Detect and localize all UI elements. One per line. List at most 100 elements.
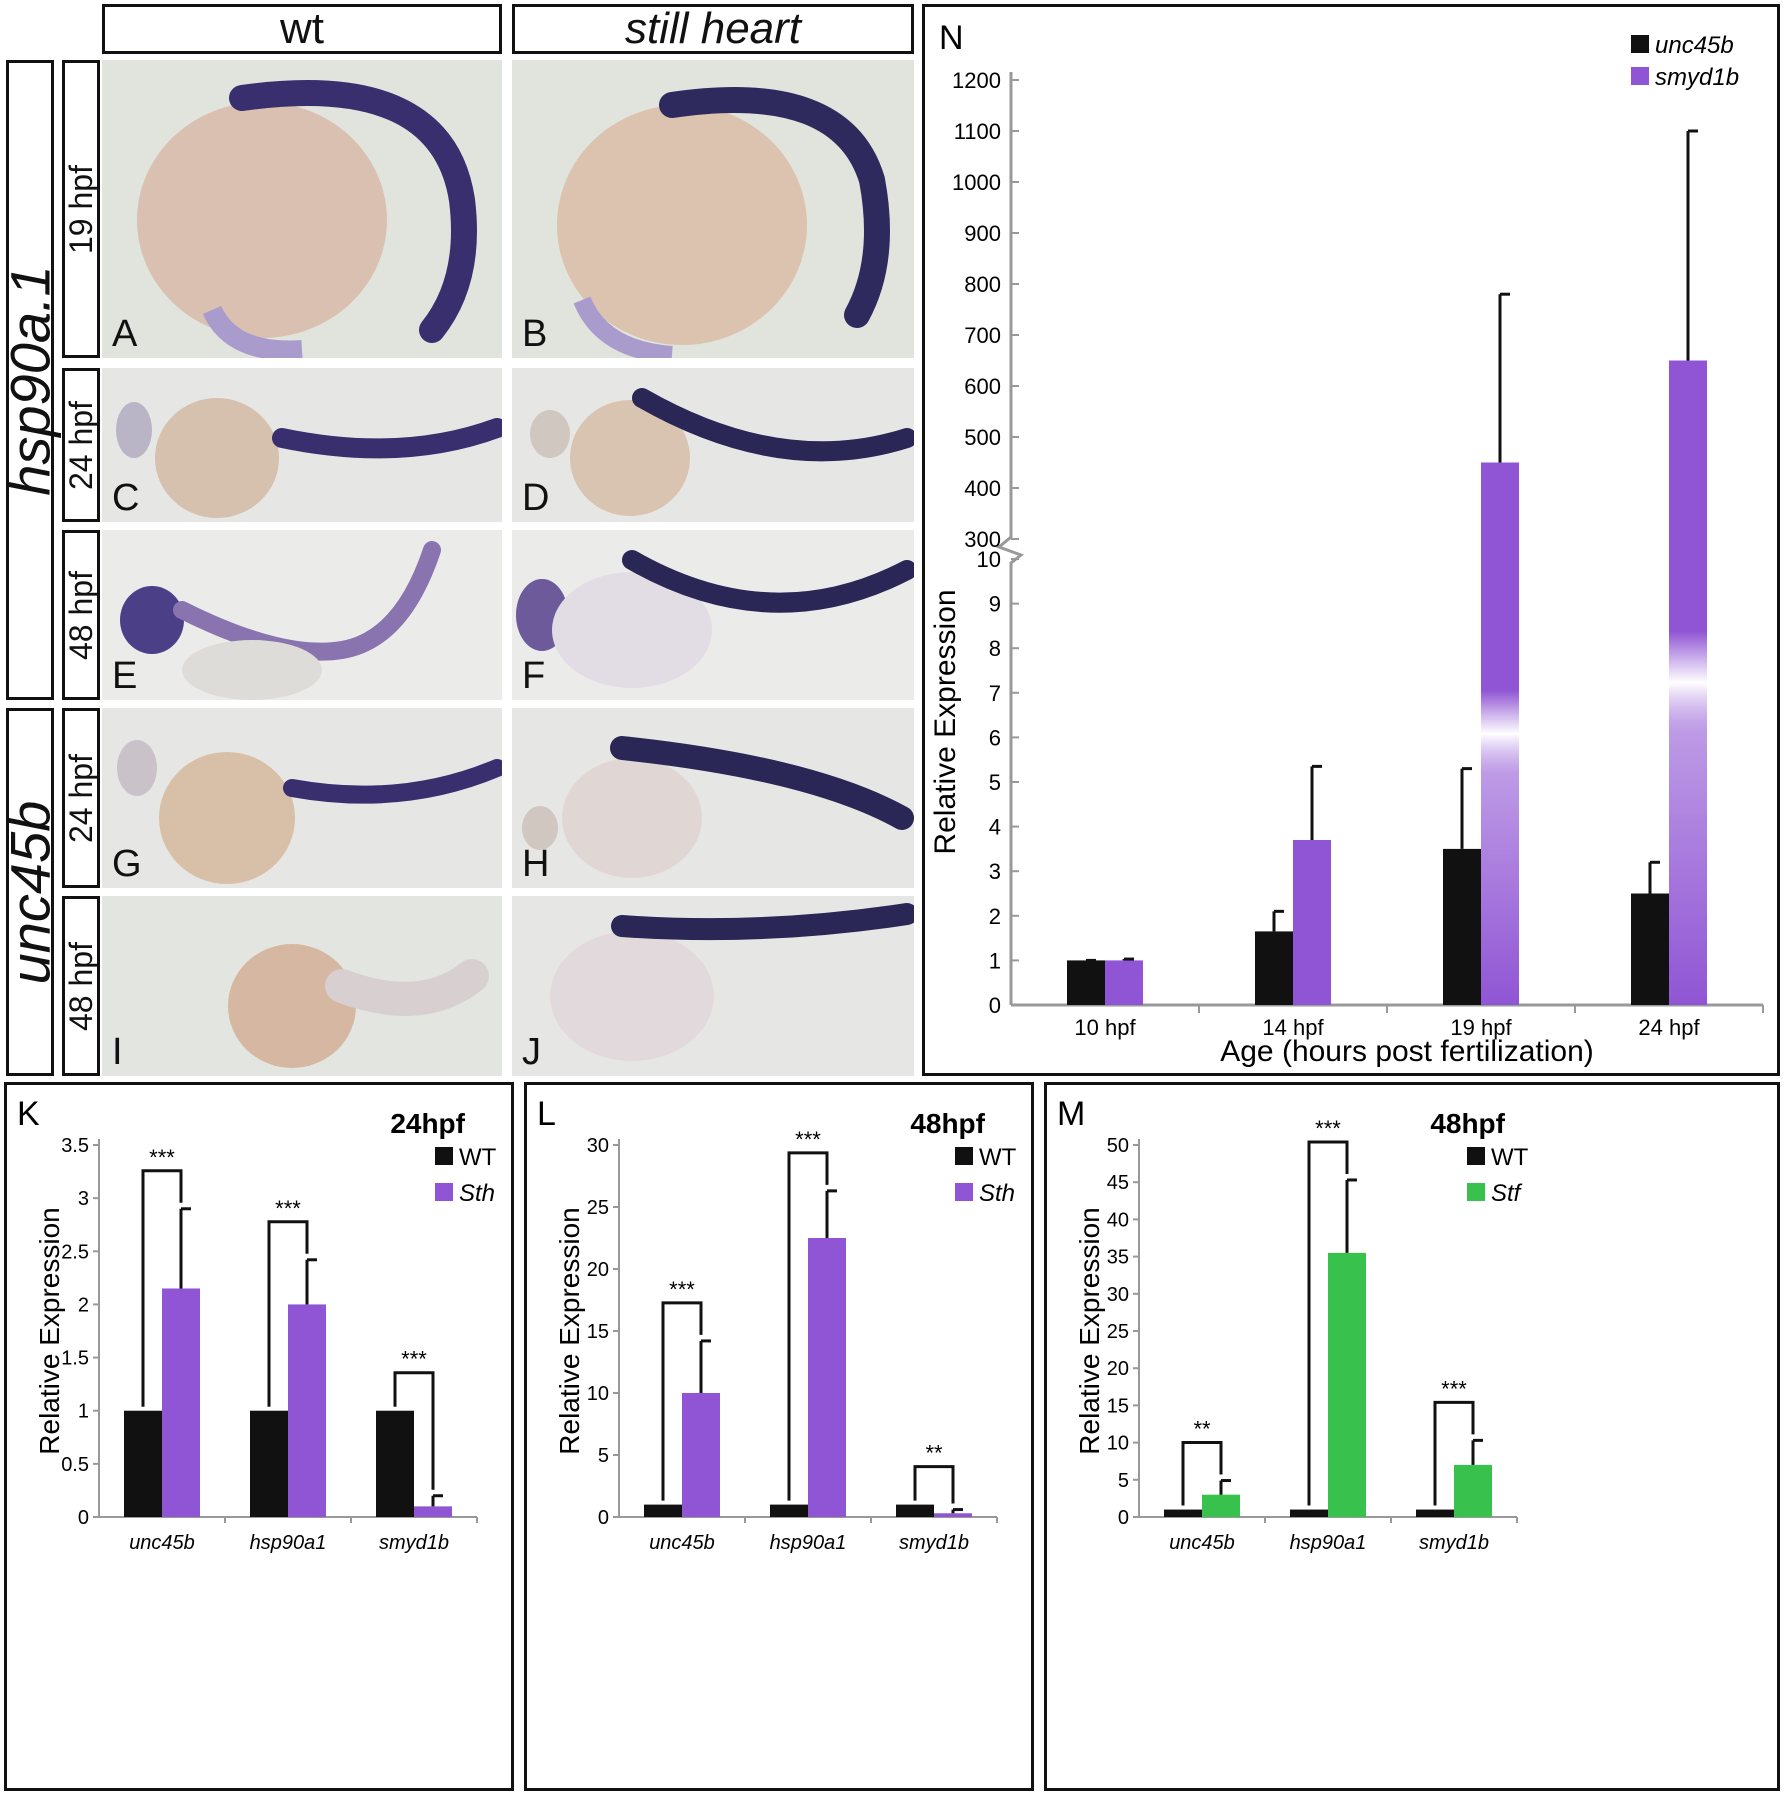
stage-label-48hpf: 48 hpf	[62, 896, 100, 1076]
micrograph-f: F	[512, 530, 914, 700]
chart-l: L 48hpf 0 5 10 15 20 25 30 Relative Expression unc…	[524, 1082, 1034, 1791]
significance-bracket	[1307, 1140, 1349, 1506]
y-tick-label: 0.5	[61, 1454, 89, 1476]
chart-panel-letter: L	[537, 1095, 556, 1133]
header-still-heart: still heart	[512, 4, 914, 54]
stage-label-19hpf: 19 hpf	[62, 60, 100, 358]
panel-label: G	[112, 843, 142, 885]
panel-label: F	[522, 655, 546, 697]
embryo-illustration	[120, 541, 441, 700]
significance-label: ***	[669, 1277, 695, 1302]
y-tick-label: 1.5	[61, 1348, 89, 1370]
y-tick-label: 9	[989, 592, 1001, 617]
y-tick-label: 4	[989, 815, 1001, 840]
x-tick-label: unc45b	[649, 1532, 715, 1554]
gene-label-hsp90a1: hsp90a.1	[0, 60, 62, 700]
bar-smyd1b	[1481, 462, 1519, 1005]
legend-swatch-wt	[955, 1147, 973, 1165]
embryo-illustration	[550, 903, 914, 1061]
y-tick-label: 50	[1107, 1135, 1129, 1157]
micrograph-b: B	[512, 60, 914, 358]
bar-mutant	[682, 1393, 720, 1517]
y-tick-label: 1	[989, 948, 1001, 973]
y-tick-label: 30	[1107, 1284, 1129, 1306]
y-tick-label: 5	[1118, 1470, 1129, 1492]
bar-wt	[1416, 1509, 1454, 1517]
micrograph-j: J	[512, 896, 914, 1076]
significance-bracket	[1181, 1441, 1223, 1506]
panel-label: J	[522, 1031, 541, 1073]
bar-mutant	[162, 1288, 200, 1517]
bar-mutant	[1454, 1464, 1492, 1517]
y-tick-label: 300	[964, 527, 1001, 552]
y-tick-label: 15	[1107, 1395, 1129, 1417]
chart-k: K 24hpf 0 0.5 1 1.5 2 2.5 3 3.5 Relative Expressio…	[4, 1082, 514, 1791]
legend-swatch-mutant	[435, 1183, 453, 1201]
y-tick-label: 400	[964, 476, 1001, 501]
y-axis	[996, 72, 1025, 1005]
y-tick-label: 45	[1107, 1172, 1129, 1194]
legend-swatch-unc45b	[1631, 35, 1649, 53]
legend-label-smyd1b: smyd1b	[1655, 64, 1739, 91]
y-tick-label: 600	[964, 374, 1001, 399]
bar-mutant	[808, 1238, 846, 1517]
y-tick-label: 10	[977, 547, 1001, 572]
y-tick-label: 3	[78, 1188, 89, 1210]
embryo-illustration	[530, 388, 914, 516]
x-tick-label: hsp90a1	[770, 1532, 847, 1554]
micrograph-h: H	[512, 708, 914, 888]
significance-label: ***	[795, 1127, 821, 1152]
chart-n: N 0 1 2 3 4 5 6 7 8 9 10 300 400 500 600 700 800 900 1000 11…	[922, 4, 1780, 1076]
panel-label: H	[522, 843, 550, 885]
legend-label-unc45b: unc45b	[1655, 32, 1734, 59]
x-tick-label: 10 hpf	[1074, 1015, 1136, 1040]
micrograph-d: D	[512, 368, 914, 522]
chart-panel-letter: M	[1057, 1095, 1085, 1133]
significance-label: ***	[1441, 1376, 1467, 1401]
significance-bracket	[393, 1371, 435, 1490]
bar-smyd1b	[1669, 360, 1707, 1005]
y-tick-label: 10	[1107, 1433, 1129, 1455]
y-axis-label: Relative Expression	[34, 1207, 65, 1454]
y-tick-label: 700	[964, 323, 1001, 348]
bar-unc45b	[1443, 848, 1481, 1005]
y-tick-label: 0	[78, 1507, 89, 1529]
chart-panel-letter: K	[17, 1095, 40, 1133]
significance-bracket	[787, 1151, 829, 1501]
gene-label-hsp90a1-text: hsp90a.1	[0, 264, 62, 496]
micrograph-e: E	[102, 530, 502, 700]
bar-wt	[376, 1410, 414, 1517]
y-axis-label: Relative Expression	[929, 589, 962, 854]
significance-label: **	[925, 1441, 943, 1466]
legend-swatch-mutant	[1467, 1183, 1485, 1201]
y-tick-label: 0	[1118, 1507, 1129, 1529]
y-tick-label: 1	[78, 1401, 89, 1423]
legend-label-mutant: Sth	[459, 1180, 495, 1207]
y-tick-label: 1200	[952, 68, 1001, 93]
y-tick-label: 25	[1107, 1321, 1129, 1343]
chart-stage-label: 24hpf	[390, 1108, 465, 1139]
bar-smyd1b	[1293, 839, 1331, 1005]
chart-m: M 48hpf 0 5 10 15 20 25 30 35 40 45 50 Relative Expre…	[1044, 1082, 1780, 1791]
y-tick-label: 3	[989, 859, 1001, 884]
significance-label: ***	[149, 1145, 175, 1170]
chart-panel-letter: N	[939, 19, 964, 57]
bar-mutant	[288, 1304, 326, 1517]
y-tick-label: 0	[598, 1507, 609, 1529]
x-tick-label: unc45b	[1169, 1532, 1235, 1554]
micrograph-c: C	[102, 368, 502, 522]
x-axis-label: Age (hours post fertilization)	[1220, 1035, 1594, 1068]
legend-label-wt: WT	[979, 1144, 1017, 1171]
bar-unc45b	[1067, 960, 1105, 1005]
chart-l-plot: L 48hpf 0 5 10 15 20 25 30 Relative Expression unc…	[537, 1095, 1017, 1554]
y-tick-label: 800	[964, 272, 1001, 297]
y-tick-label: 20	[1107, 1358, 1129, 1380]
bar-wt	[1290, 1509, 1328, 1517]
y-tick-label: 2	[989, 904, 1001, 929]
micrograph-i: I	[102, 896, 502, 1076]
y-tick-label: 500	[964, 425, 1001, 450]
legend-label-wt: WT	[459, 1144, 497, 1171]
stage-label-text: 48 hpf	[62, 570, 99, 660]
y-tick-label: 0	[989, 993, 1001, 1018]
